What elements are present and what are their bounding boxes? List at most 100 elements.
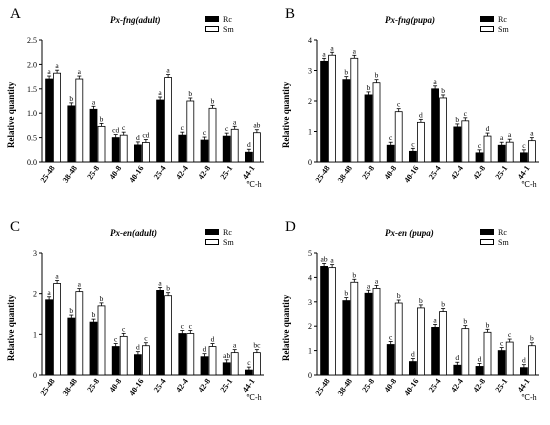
x-tick-label: 42-4: [449, 377, 465, 394]
y-tick-label: 4: [308, 36, 312, 45]
chart-title: Px-fng(adult): [110, 15, 161, 25]
bar-rc: [89, 108, 98, 163]
x-tick-label: 40-16: [402, 164, 420, 184]
bar-rc: [200, 139, 209, 163]
x-tick-label: 42-8: [471, 377, 487, 394]
bar-rc: [133, 354, 142, 376]
significance-label: b: [188, 89, 192, 98]
bar-sm: [483, 331, 492, 376]
x-tick-label: 38-48: [61, 164, 79, 184]
y-tick-label: 0: [308, 158, 312, 167]
significance-label: a: [78, 280, 82, 289]
significance-label: b: [441, 300, 445, 309]
chart-svg: 0123aa25-48ba38-48bb25-8cc40-8dc40-16ab2…: [33, 249, 264, 397]
y-tick-label: 0: [33, 371, 37, 380]
significance-label: a: [375, 276, 379, 285]
y-tick-label: 5: [308, 249, 312, 258]
bar-rc: [475, 152, 484, 163]
bar-rc: [133, 144, 142, 163]
bar-sm: [208, 107, 217, 163]
y-tick-label: 0.5: [27, 134, 37, 143]
x-tick-label: 25-8: [85, 164, 101, 181]
panel-letter: B: [285, 6, 296, 22]
legend-item: Rc: [480, 14, 509, 24]
bar-sm: [527, 140, 536, 163]
bar-rc: [244, 151, 253, 163]
x-unit-label: ℃-h: [521, 393, 537, 402]
bar-rc: [320, 60, 328, 163]
y-tick-label: 1: [33, 330, 37, 339]
y-tick-label: 0.0: [27, 158, 37, 167]
bar-rc: [156, 290, 165, 376]
legend-item: Sm: [205, 24, 234, 34]
significance-label: a: [55, 61, 59, 70]
legend-item: Rc: [205, 227, 234, 237]
significance-label: a: [500, 133, 504, 142]
significance-label: c: [144, 334, 148, 343]
significance-label: c: [114, 335, 118, 344]
y-tick-label: 4: [308, 273, 312, 282]
x-tick-label: 25-4: [427, 377, 443, 394]
significance-label: c: [203, 128, 207, 137]
significance-label: a: [233, 117, 237, 126]
bar-rc: [431, 88, 440, 163]
significance-label: a: [47, 288, 51, 297]
significance-label: b: [367, 83, 371, 92]
legend-label: Rc: [498, 227, 507, 237]
x-tick-label: 44-1: [241, 377, 257, 394]
chart-title: Px-en (pupa): [385, 228, 434, 238]
significance-label: b: [69, 94, 73, 103]
panel-letter: A: [10, 6, 21, 22]
x-tick-label: 42-8: [196, 164, 212, 181]
bar-sm: [416, 307, 425, 376]
x-tick-label: 40-16: [127, 377, 145, 397]
bar-rc: [386, 344, 395, 376]
chart-svg: 01234aa25-48ba38-48bb25-8cc40-8cd40-16ab…: [308, 36, 539, 184]
bar-rc: [497, 350, 506, 376]
x-tick-label: 25-8: [85, 377, 101, 394]
significance-label: c: [247, 358, 251, 367]
bar-rc: [475, 366, 484, 376]
legend-label: Sm: [498, 24, 509, 34]
significance-label: c: [389, 333, 393, 342]
significance-label: b: [486, 320, 490, 329]
significance-label: c: [508, 330, 512, 339]
bar-sm: [53, 283, 61, 376]
significance-label: d: [411, 350, 415, 359]
significance-label: a: [55, 272, 59, 281]
bar-sm: [164, 77, 173, 163]
legend-item: Rc: [480, 227, 509, 237]
significance-label: d: [419, 110, 423, 119]
y-tick-label: 3: [33, 249, 37, 258]
y-tick-label: 2.0: [27, 60, 37, 69]
x-tick-label: 40-16: [127, 164, 145, 184]
bar-sm: [252, 352, 261, 376]
bar-sm: [416, 121, 425, 163]
bar-sm: [119, 134, 128, 163]
chart-svg: 0.00.51.01.52.02.5aa25-48ba38-48ab25-8cd…: [27, 36, 264, 184]
significance-label: c: [389, 133, 393, 142]
bar-rc: [67, 317, 76, 376]
significance-label: b: [344, 68, 348, 77]
x-tick-label: 25-8: [360, 164, 376, 181]
bar-sm: [527, 345, 536, 376]
legend-label: Rc: [223, 227, 232, 237]
significance-label: c: [464, 109, 468, 118]
significance-label: a: [330, 256, 334, 265]
bar-sm: [505, 341, 514, 376]
x-tick-label: 42-4: [449, 164, 465, 181]
significance-label: c: [522, 141, 526, 150]
bar-rc: [453, 364, 462, 376]
bar-sm: [230, 128, 239, 163]
x-tick-label: 25-1: [219, 377, 235, 394]
significance-label: d: [247, 140, 251, 149]
x-unit-label: ℃-h: [246, 180, 262, 189]
x-tick-label: 38-48: [336, 377, 354, 397]
bar-sm: [328, 267, 336, 376]
bar-sm: [394, 111, 403, 163]
bar-sm: [208, 346, 217, 376]
x-tick-label: 42-4: [174, 377, 190, 394]
significance-label: b: [92, 310, 96, 319]
significance-label: a: [158, 278, 162, 287]
